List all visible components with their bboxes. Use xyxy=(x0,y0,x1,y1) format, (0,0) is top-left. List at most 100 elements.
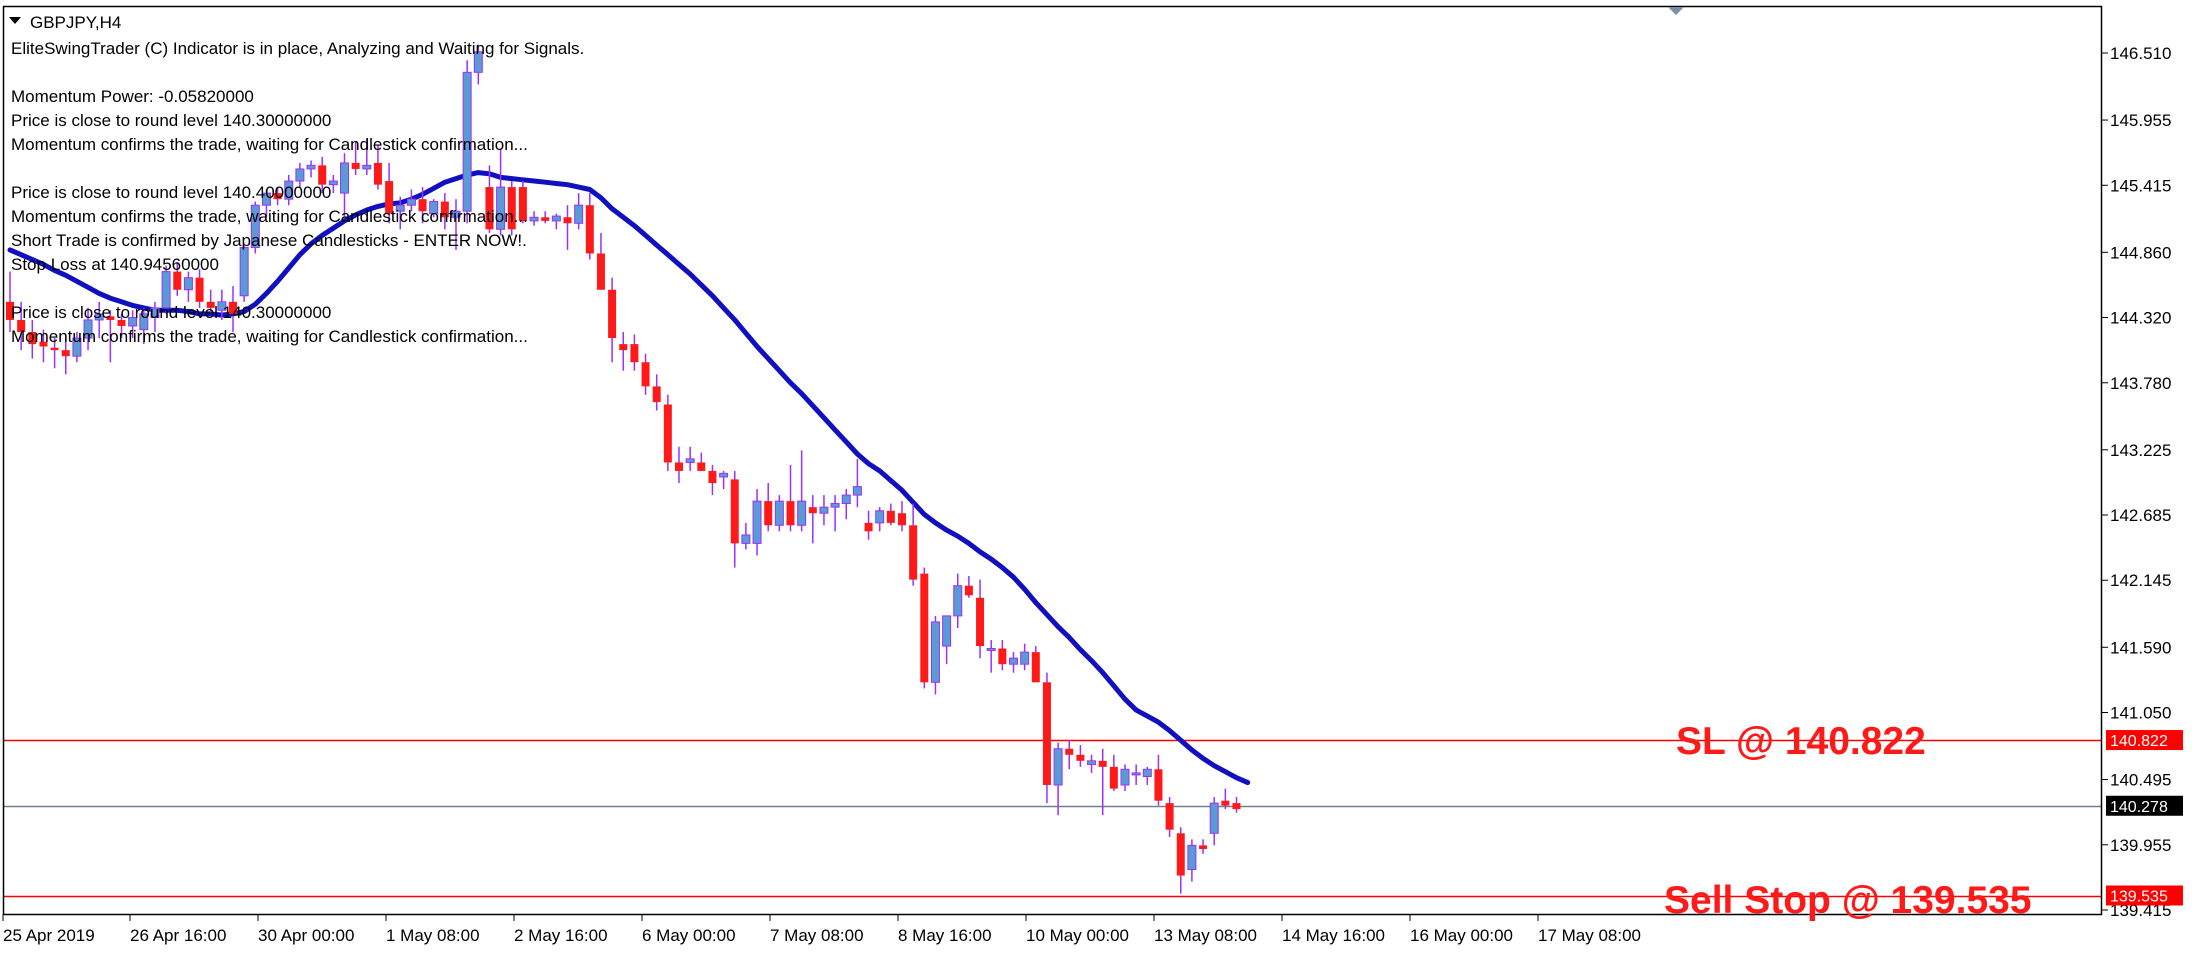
candle-body xyxy=(485,187,494,230)
candle xyxy=(496,148,506,236)
candle-body xyxy=(1131,772,1141,776)
price-tag-label: 139.535 xyxy=(2110,889,2168,906)
candle xyxy=(852,458,862,508)
candle xyxy=(518,181,527,224)
candle-body xyxy=(128,317,138,327)
candle xyxy=(1165,797,1174,837)
candle xyxy=(485,165,494,233)
candle xyxy=(1209,797,1219,846)
candle xyxy=(273,187,282,206)
candle xyxy=(83,307,93,351)
candle-body xyxy=(964,585,973,596)
indicator-line: Stop Loss at 140.94560000 xyxy=(11,255,219,274)
candle xyxy=(719,470,729,490)
candle xyxy=(1020,643,1030,671)
candle-body xyxy=(719,472,729,478)
candle-body xyxy=(976,597,985,647)
candle-body xyxy=(139,313,149,331)
x-tick-label: 26 Apr 16:00 xyxy=(130,926,226,945)
candle-body xyxy=(1232,803,1241,810)
candle xyxy=(451,199,461,250)
candle xyxy=(429,199,439,218)
candle xyxy=(217,289,227,320)
candle-body xyxy=(730,479,739,544)
candle-body xyxy=(541,217,550,221)
price-axis: 146.510 145.955 145.415 144.860 144.320 143.7… xyxy=(2102,44,2171,920)
candle-body xyxy=(1076,754,1085,761)
candle-body xyxy=(239,246,249,297)
chart-shift-marker-icon[interactable] xyxy=(1668,7,1684,15)
candle xyxy=(1187,839,1197,882)
moving-average-layer xyxy=(7,170,1251,786)
candle-body xyxy=(898,513,906,526)
candle xyxy=(1176,827,1185,894)
candle xyxy=(529,211,539,226)
candle xyxy=(72,332,82,363)
candle-body xyxy=(909,525,918,580)
candle-body xyxy=(596,253,605,290)
dropdown-triangle-icon[interactable] xyxy=(9,17,21,24)
candle xyxy=(764,483,773,532)
candle-body xyxy=(83,319,93,339)
candle xyxy=(28,319,37,359)
candle xyxy=(1199,839,1208,854)
candle-body xyxy=(708,470,717,484)
candle xyxy=(340,153,349,218)
candle xyxy=(106,310,115,363)
y-tick-label: 140.495 xyxy=(2110,771,2171,790)
candle-body xyxy=(496,186,506,230)
candle-body xyxy=(6,301,14,320)
candle-body xyxy=(72,337,82,357)
candle xyxy=(318,156,327,194)
y-tick-label: 143.225 xyxy=(2110,441,2171,460)
candle-body xyxy=(273,193,282,200)
candle-body xyxy=(429,201,439,215)
candle xyxy=(117,313,126,339)
candle-body xyxy=(50,347,59,351)
candle-body xyxy=(797,500,807,526)
candle-body xyxy=(173,271,182,290)
candle-body xyxy=(830,503,840,508)
candle xyxy=(930,615,940,695)
candle-body xyxy=(161,271,171,309)
indicator-line: Short Trade is confirmed by Japanese Can… xyxy=(11,231,527,250)
candle xyxy=(1131,764,1141,785)
candle xyxy=(1221,788,1230,810)
candle xyxy=(406,189,416,212)
candle-body xyxy=(94,313,104,321)
y-tick-label: 142.145 xyxy=(2110,571,2171,590)
x-tick-label: 2 May 16:00 xyxy=(514,926,608,945)
candle xyxy=(195,269,204,308)
candle xyxy=(94,301,104,339)
y-tick-label: 142.685 xyxy=(2110,506,2171,525)
candle-body xyxy=(1142,768,1152,778)
y-tick-label: 139.415 xyxy=(2110,901,2171,920)
candle xyxy=(675,446,683,484)
candle xyxy=(953,573,963,628)
candle-body xyxy=(1120,768,1130,786)
price-tag-label: 140.822 xyxy=(2110,733,2168,750)
candle xyxy=(418,187,427,224)
candle-body xyxy=(841,494,851,505)
x-tick-label: 6 May 00:00 xyxy=(642,926,736,945)
candle xyxy=(1009,652,1018,673)
candle-body xyxy=(1098,760,1107,767)
x-tick-label: 25 Apr 2019 xyxy=(3,926,95,945)
candle xyxy=(395,196,405,230)
price-tag xyxy=(2106,795,2183,816)
candle-body xyxy=(462,71,472,212)
candle xyxy=(462,60,472,224)
y-tick-label: 141.050 xyxy=(2110,704,2171,723)
candle xyxy=(663,394,672,471)
candle xyxy=(139,307,149,345)
y-tick-label: 145.955 xyxy=(2110,111,2171,130)
candle xyxy=(473,44,483,85)
x-tick-label: 10 May 00:00 xyxy=(1026,926,1129,945)
candle xyxy=(1076,745,1085,767)
indicator-line: Momentum confirms the trade, waiting for… xyxy=(11,207,528,226)
candle xyxy=(17,301,26,351)
order-labels: SL @ 140.822 Sell Stop @ 139.535 xyxy=(1664,720,2032,922)
candle-body xyxy=(685,458,695,463)
candle xyxy=(563,205,572,250)
